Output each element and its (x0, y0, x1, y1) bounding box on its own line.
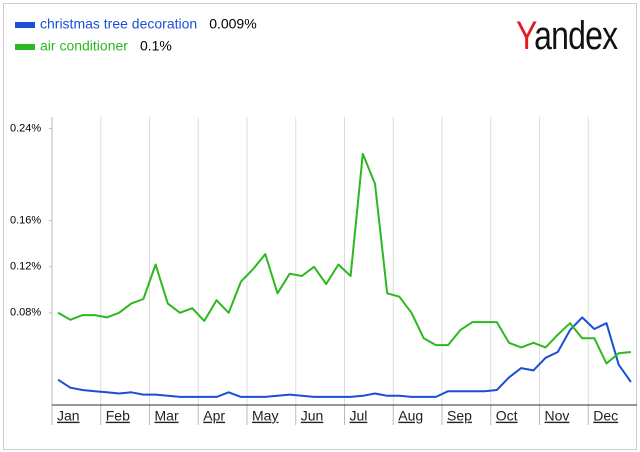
x-tick-label: Feb (106, 408, 130, 424)
x-tick-label: Aug (398, 408, 423, 424)
x-tick-label: Jun (301, 408, 324, 424)
legend-label: air conditioner (40, 38, 128, 54)
x-tick-label: Sep (447, 408, 472, 424)
series-line (57, 152, 631, 365)
y-tick-label: 0.24% (10, 122, 41, 134)
series-line (57, 316, 632, 398)
x-tick-label: Jul (350, 408, 368, 424)
legend-swatch (15, 22, 35, 28)
x-tick-label: Nov (545, 408, 570, 424)
x-tick-label: Apr (203, 408, 225, 424)
x-tick-label: Dec (593, 408, 618, 424)
frame (3, 3, 637, 450)
y-tick-label: 0.08% (10, 307, 41, 319)
x-tick-label: Oct (496, 408, 518, 424)
legend-value: 0.009% (209, 16, 256, 32)
legend-label: christmas tree decoration (40, 16, 197, 32)
y-tick-label: 0.16% (10, 215, 41, 227)
x-tick-label: May (252, 408, 278, 424)
legend-swatch (15, 44, 35, 50)
legend-value: 0.1% (140, 38, 172, 54)
logo: Yandex (516, 14, 618, 58)
x-tick-label: Mar (155, 408, 179, 424)
y-tick-label: 0.12% (10, 261, 41, 273)
x-tick-label: Jan (57, 408, 80, 424)
